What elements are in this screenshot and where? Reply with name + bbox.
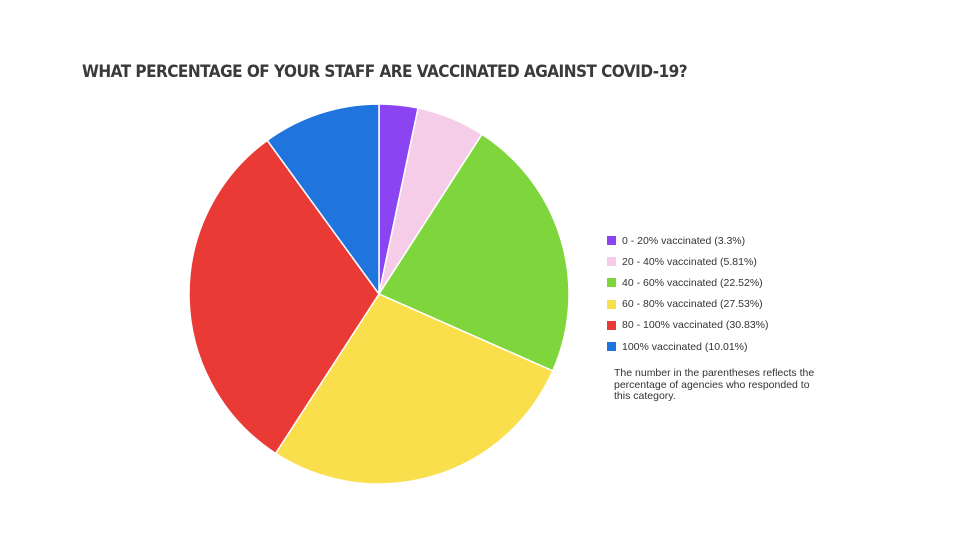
pie-slice (188, 139, 380, 455)
legend-item: 80 - 100% vaccinated (30.83%) (607, 315, 769, 336)
legend-label: 60 - 80% vaccinated (27.53%) (622, 298, 763, 311)
legend-swatch (607, 278, 616, 288)
legend-swatch (607, 236, 616, 246)
legend-label: 100% vaccinated (10.01%) (622, 340, 748, 353)
legend-item: 20 - 40% vaccinated (5.81%) (607, 251, 769, 272)
chart-title: WHAT PERCENTAGE OF YOUR STAFF ARE VACCIN… (82, 62, 688, 82)
pie-slice (274, 293, 554, 485)
legend-label: 80 - 100% vaccinated (30.83%) (622, 319, 769, 332)
legend-item: 60 - 80% vaccinated (27.53%) (607, 294, 769, 315)
legend-note: The number in the parentheses reflects t… (614, 367, 815, 402)
legend-item: 100% vaccinated (10.01%) (607, 336, 769, 357)
legend-swatch (607, 320, 616, 330)
legend-swatch (607, 257, 616, 267)
legend-label: 20 - 40% vaccinated (5.81%) (622, 255, 757, 268)
legend-item: 40 - 60% vaccinated (22.52%) (607, 272, 769, 293)
legend-swatch (607, 299, 616, 309)
pie-slice (377, 133, 570, 372)
pie-slice (266, 103, 380, 297)
chart-legend: 0 - 20% vaccinated (3.3%) 20 - 40% vaccin… (607, 230, 769, 357)
legend-item: 0 - 20% vaccinated (3.3%) (607, 230, 769, 251)
legend-swatch (607, 342, 616, 352)
legend-label: 0 - 20% vaccinated (3.3%) (622, 234, 746, 247)
legend-label: 40 - 60% vaccinated (22.52%) (622, 276, 763, 289)
